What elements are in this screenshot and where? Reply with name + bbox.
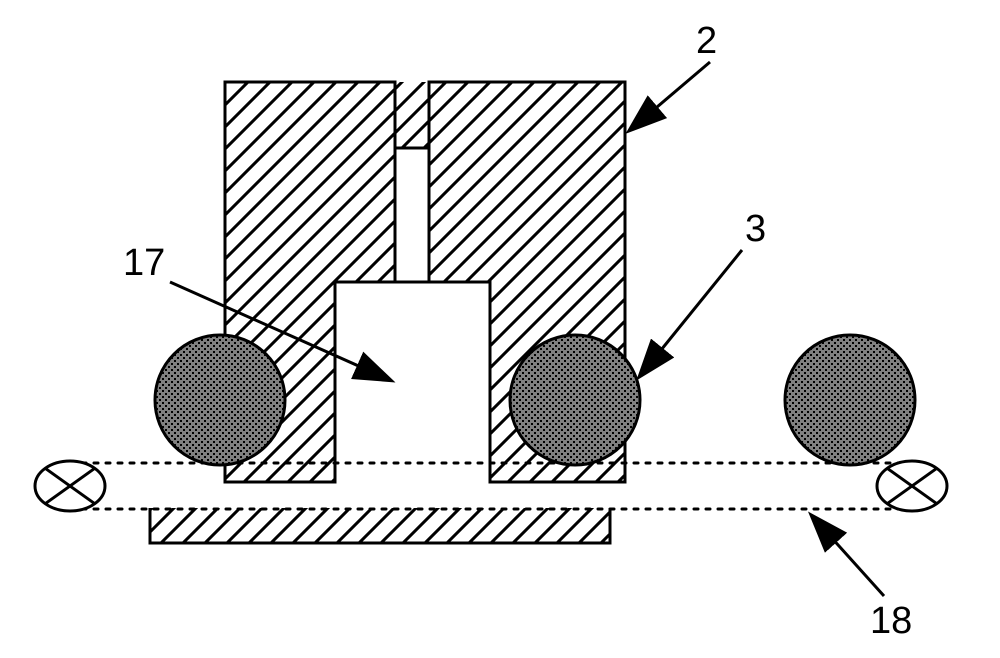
arrow-3 xyxy=(640,250,742,376)
ball-1 xyxy=(155,335,285,465)
label-18: 18 xyxy=(870,600,912,643)
arrow-2 xyxy=(630,62,710,130)
label-2: 2 xyxy=(696,20,717,63)
diagram-canvas: 2 3 17 18 xyxy=(0,0,1000,658)
arrow-18 xyxy=(812,516,884,596)
ball-2 xyxy=(510,335,640,465)
ball-3 xyxy=(785,335,915,465)
diagram-svg xyxy=(0,0,1000,658)
hatched-body xyxy=(150,82,625,543)
label-3: 3 xyxy=(745,208,766,251)
label-17: 17 xyxy=(123,242,165,285)
